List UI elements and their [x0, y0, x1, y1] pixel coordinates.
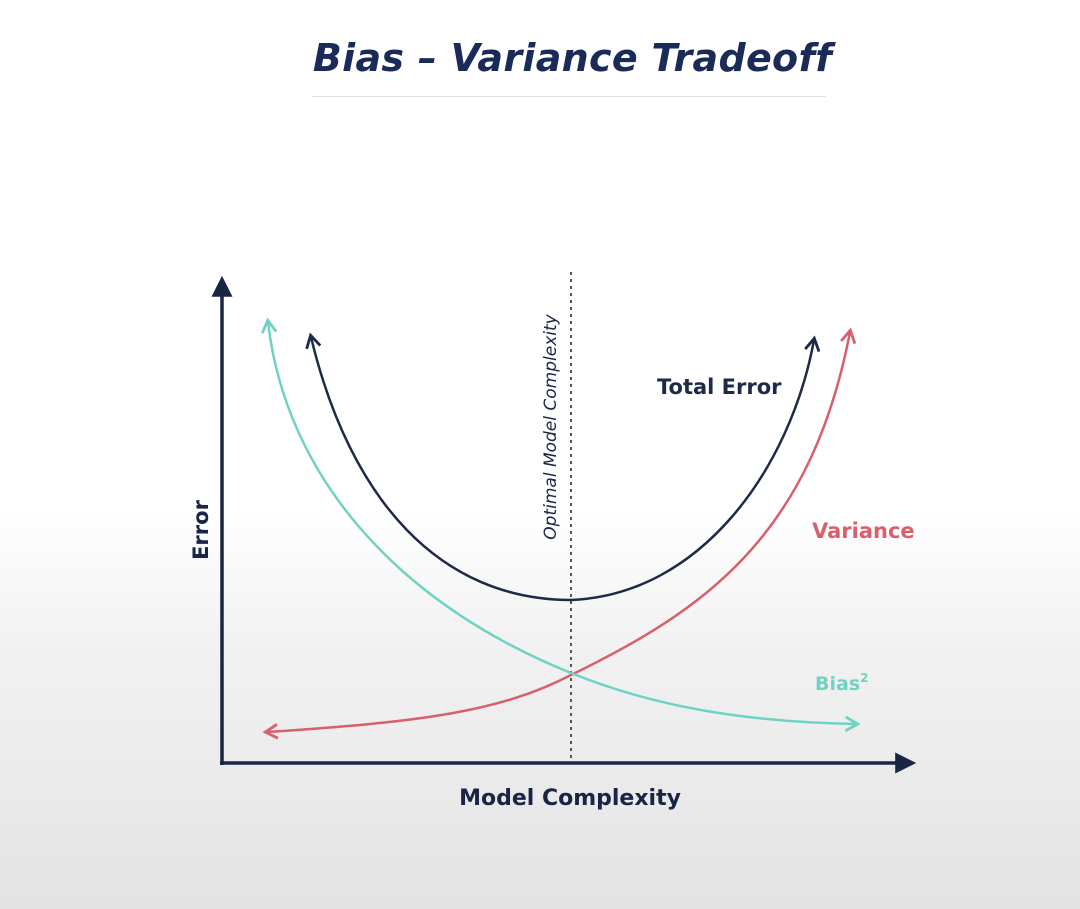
bias-label-text: Bias — [815, 673, 860, 695]
total-error-label: Total Error — [657, 375, 782, 399]
total-error-curve — [305, 332, 821, 602]
variance-label: Variance — [812, 519, 915, 543]
x-axis-label: Model Complexity — [459, 786, 681, 811]
bias-label: Bias2 — [815, 671, 868, 695]
bias-label-superscript: 2 — [860, 671, 868, 685]
diagram-title: Bias – Variance Tradeoff — [312, 36, 833, 80]
title-underline — [312, 96, 826, 97]
y-axis-label: Error — [189, 499, 213, 559]
bias-curve — [260, 317, 861, 733]
optimal-complexity-label: Optimal Model Complexity — [541, 313, 561, 539]
